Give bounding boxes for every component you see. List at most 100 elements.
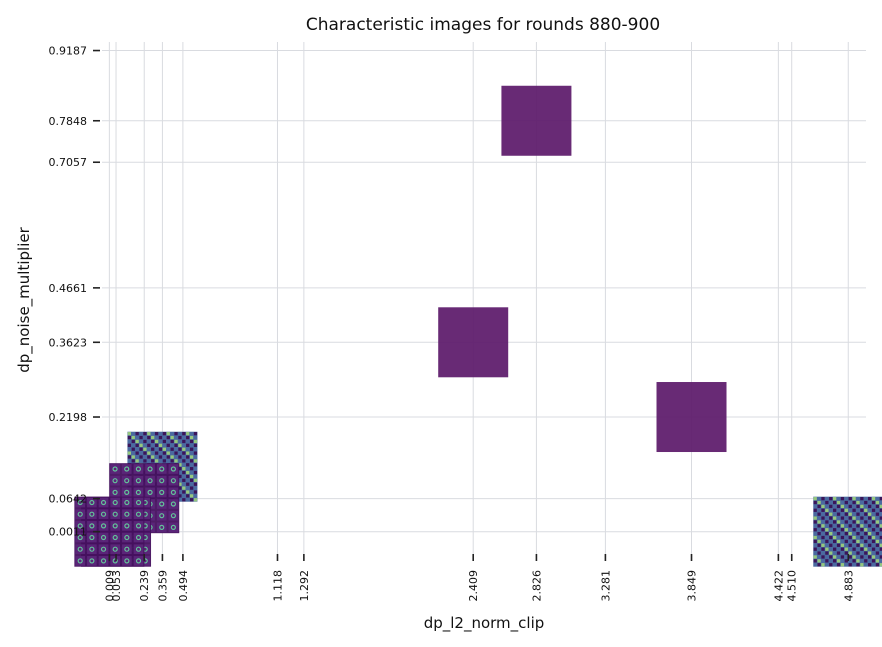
digit-cell xyxy=(110,532,121,543)
digit-cell xyxy=(145,464,155,474)
texture-cell xyxy=(856,555,860,559)
texture-cell xyxy=(162,435,167,440)
digit-cell xyxy=(122,521,132,531)
texture-cell xyxy=(174,443,178,447)
texture-cell xyxy=(189,463,194,467)
texture-cell xyxy=(860,500,864,505)
texture-cell xyxy=(833,508,837,512)
texture-cell xyxy=(836,516,841,520)
digit-glyph xyxy=(89,511,95,517)
texture-cell xyxy=(864,555,868,559)
digit-cell xyxy=(75,532,86,543)
texture-cell xyxy=(852,512,856,516)
texture-cell xyxy=(131,432,135,436)
texture-cell xyxy=(864,531,868,536)
digit-glyph xyxy=(100,523,107,529)
digit-glyph xyxy=(77,511,83,517)
texture-cell xyxy=(840,535,845,540)
texture-cell xyxy=(178,451,182,455)
x-axis-title: dp_l2_norm_clip xyxy=(424,614,545,633)
texture-cell xyxy=(829,524,833,528)
texture-cell xyxy=(848,508,852,512)
y-tick-label: 0.0642 xyxy=(49,493,88,506)
texture-cell xyxy=(131,455,135,459)
texture-cell xyxy=(829,531,833,536)
texture-cell xyxy=(162,451,167,455)
texture-cell xyxy=(813,528,817,532)
texture-cell xyxy=(864,559,868,563)
digit-cell xyxy=(168,522,179,533)
texture-cell xyxy=(836,547,841,551)
texture-cell xyxy=(868,504,872,509)
texture-cell xyxy=(840,520,845,524)
digit-glyph xyxy=(100,534,107,541)
texture-cell xyxy=(821,563,825,567)
digit-cell xyxy=(110,487,120,498)
digit-glyph xyxy=(135,558,142,564)
texture-cell xyxy=(864,512,868,516)
texture-cell xyxy=(833,524,837,528)
texture-cell xyxy=(868,520,872,524)
x-tick-label: 0.009 xyxy=(103,570,116,602)
digit-glyph xyxy=(159,501,165,507)
texture-cell xyxy=(186,490,190,494)
texture-cell xyxy=(875,551,880,555)
texture-cell xyxy=(186,478,190,482)
texture-cell xyxy=(833,555,837,559)
texture-cell xyxy=(178,486,182,490)
digit-glyph xyxy=(135,499,142,506)
texture-cell xyxy=(154,451,159,455)
data-point xyxy=(656,382,727,453)
texture-cell xyxy=(825,520,829,524)
texture-cell xyxy=(182,443,186,447)
texture-cell xyxy=(817,531,821,536)
texture-cell xyxy=(178,478,182,482)
digit-glyph xyxy=(170,478,176,484)
texture-cell xyxy=(182,451,186,455)
texture-cell xyxy=(833,543,837,547)
digit-glyph xyxy=(77,534,83,541)
texture-cell xyxy=(864,543,868,547)
texture-cell xyxy=(151,439,155,444)
texture-cell xyxy=(151,451,155,455)
texture-cell xyxy=(813,512,817,516)
digit-glyph xyxy=(124,499,130,506)
digit-cell xyxy=(156,464,167,474)
digit-cell xyxy=(110,544,121,555)
digit-cell xyxy=(110,509,121,520)
texture-cell xyxy=(189,474,194,479)
texture-cell xyxy=(189,490,194,494)
texture-cell xyxy=(836,555,841,559)
digit-cell xyxy=(168,475,179,486)
texture-cell xyxy=(871,508,876,512)
texture-cell xyxy=(875,531,880,536)
digit-glyph xyxy=(112,478,118,484)
digit-cell xyxy=(140,532,151,543)
y-axis-title: dp_noise_multiplier xyxy=(15,226,34,372)
texture-cell xyxy=(844,535,848,540)
digit-glyph xyxy=(112,523,118,529)
digit-cell xyxy=(156,499,167,509)
texture-cell xyxy=(193,463,198,467)
texture-cell xyxy=(875,504,880,509)
texture-cell xyxy=(127,451,132,455)
texture-cell xyxy=(174,439,178,444)
texture-cell xyxy=(135,447,139,451)
texture-cell xyxy=(868,551,872,555)
digit-glyph xyxy=(135,546,142,552)
texture-cell xyxy=(833,563,837,567)
texture-cell xyxy=(836,559,841,563)
x-tick-label: 0.494 xyxy=(177,570,190,602)
texture-cell xyxy=(864,508,868,512)
texture-cell xyxy=(143,459,147,463)
texture-cell xyxy=(821,508,825,512)
texture-cell xyxy=(143,455,147,459)
digit-glyph xyxy=(135,523,142,529)
texture-cell xyxy=(840,512,845,516)
texture-cell xyxy=(813,535,817,540)
texture-cell xyxy=(852,520,856,524)
digit-cell xyxy=(98,556,109,566)
texture-cell xyxy=(182,474,186,479)
texture-cell xyxy=(135,435,139,440)
